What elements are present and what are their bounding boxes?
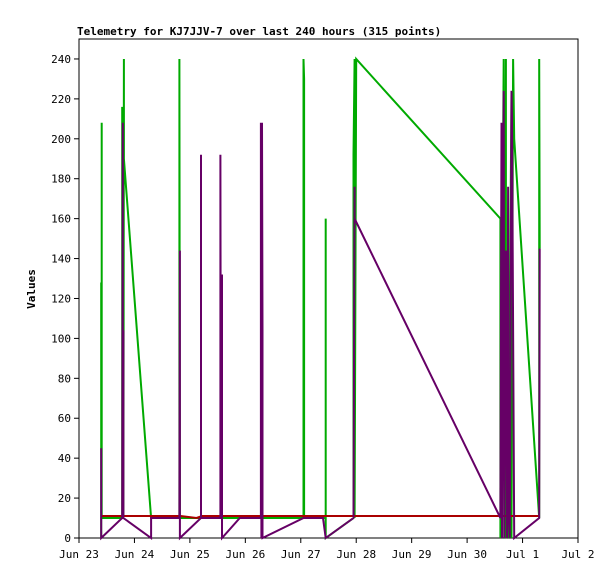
x-tick-label: Jun 30 (447, 548, 487, 561)
y-tick-label: 120 (51, 292, 71, 305)
y-axis: 0 20 40 60 80 100 120 140 160 180 200 220 240 (51, 53, 79, 545)
x-axis: Jun 23 Jun 24 Jun 25 Jun 26 Jun 27 Jun 28 Jun … (59, 538, 595, 561)
x-tick-label: Jun 28 (336, 548, 376, 561)
x-tick-label: Jun 27 (281, 548, 321, 561)
y-tick-label: 40 (58, 452, 71, 465)
x-tick-label: Jun 24 (115, 548, 155, 561)
x-tick-label: Jun 29 (392, 548, 432, 561)
y-tick-label: 140 (51, 253, 71, 266)
series-line-1 (100, 56, 541, 540)
x-tick-label: Jun 25 (170, 548, 210, 561)
series-layer (100, 56, 541, 541)
y-tick-label: 240 (51, 53, 71, 66)
y-tick-label: 80 (58, 372, 71, 385)
y-tick-label: 0 (64, 532, 71, 545)
series-line-3 (100, 90, 541, 541)
y-tick-label: 160 (51, 213, 71, 226)
x-tick-label: Jun 23 (59, 548, 99, 561)
x-tick-label: Jun 26 (225, 548, 265, 561)
y-tick-label: 100 (51, 332, 71, 345)
x-tick-label: Jul 2 (561, 548, 594, 561)
y-tick-label: 220 (51, 93, 71, 106)
plot-area (78, 38, 579, 539)
x-tick-label: Jul 1 (506, 548, 539, 561)
y-tick-label: 20 (58, 492, 71, 505)
y-tick-label: 180 (51, 173, 71, 186)
y-tick-label: 60 (58, 412, 71, 425)
y-tick-label: 200 (51, 133, 71, 146)
y-axis-label: Values (25, 269, 38, 309)
chart-title: Telemetry for KJ7JJV-7 over last 240 hou… (77, 25, 441, 38)
